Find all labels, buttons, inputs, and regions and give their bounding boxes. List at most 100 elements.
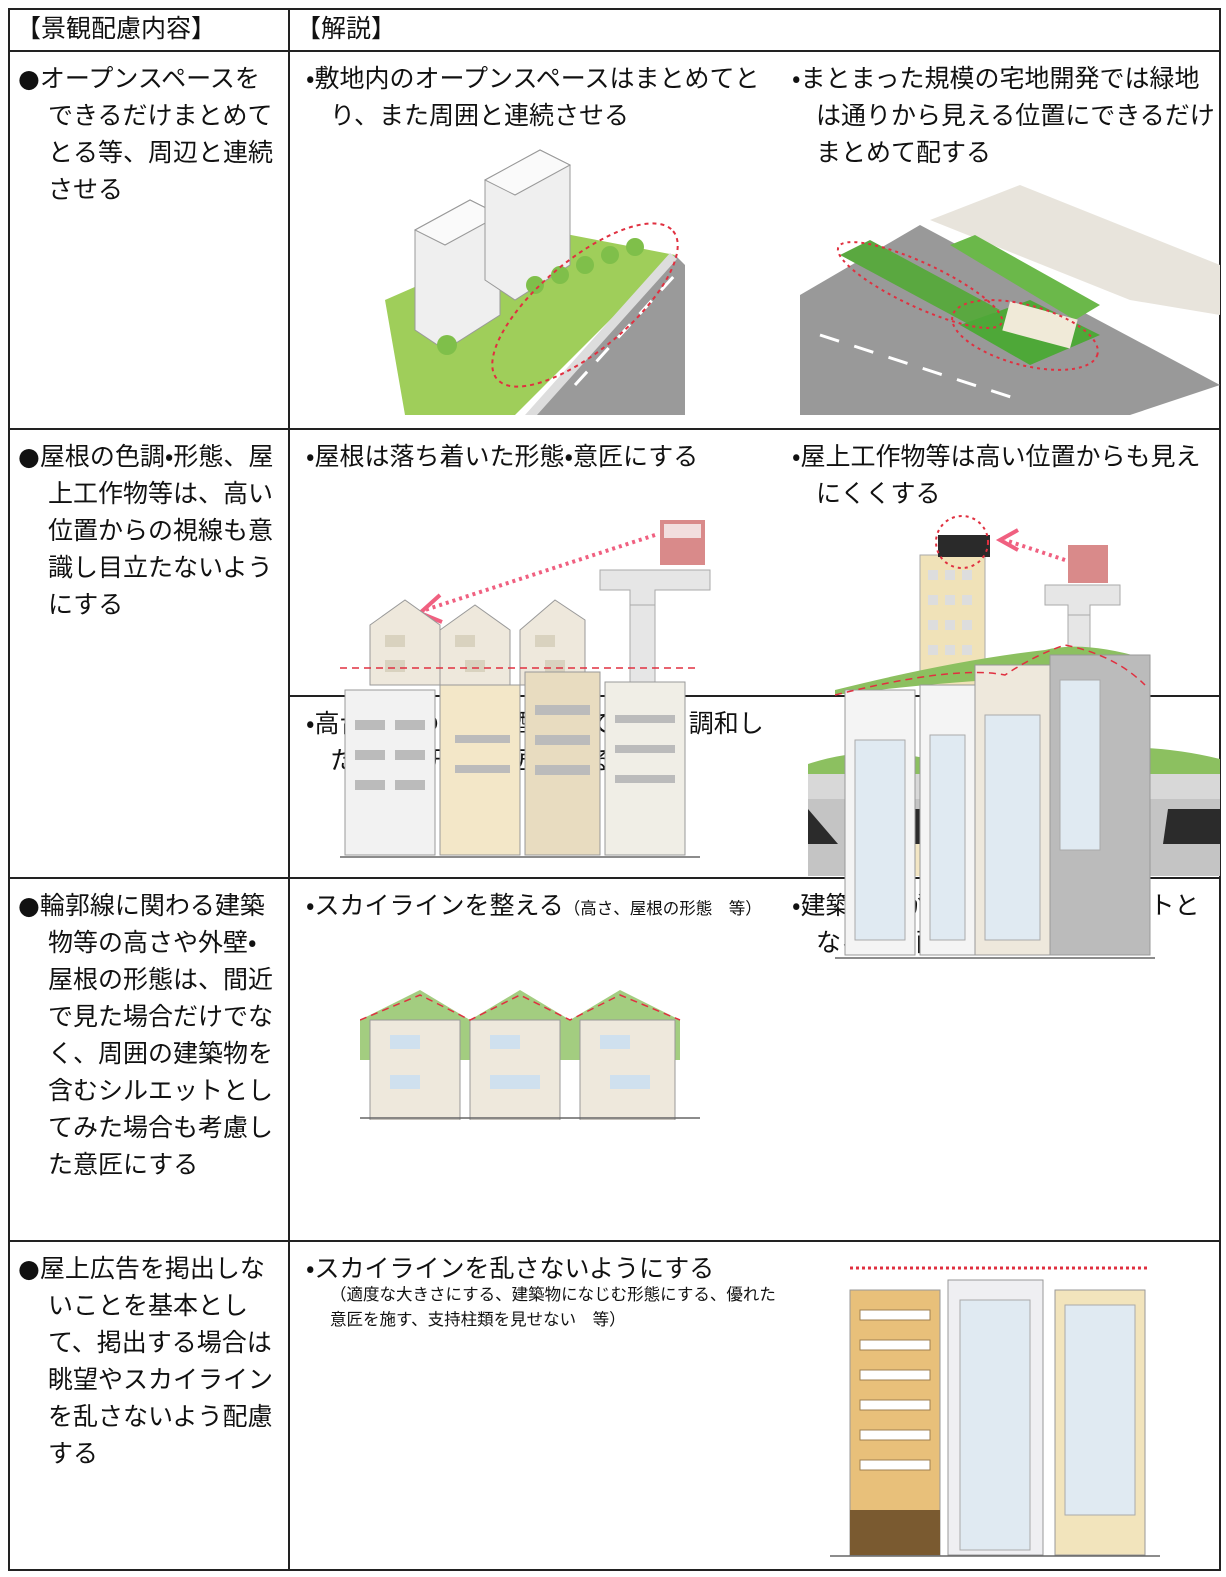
illustration-part <box>626 238 644 256</box>
illustration-part <box>1002 301 1078 349</box>
illustration-part <box>455 635 475 647</box>
row-divider <box>8 1240 1221 1242</box>
illustration-part <box>1044 584 1121 616</box>
illustration-part <box>344 671 686 856</box>
illustration-part <box>390 1035 650 1089</box>
illustration-part <box>535 735 590 745</box>
row-divider <box>8 877 1221 879</box>
illustration-part <box>573 273 677 387</box>
column-divider <box>288 8 290 1570</box>
illustration-part <box>962 595 972 605</box>
row-divider <box>8 428 1221 430</box>
illustration-part <box>959 1299 1136 1551</box>
illustration-part <box>385 635 565 672</box>
illustration-part <box>1059 679 1101 851</box>
illustration-part <box>576 256 594 274</box>
illustration-part <box>483 149 572 196</box>
illustration-part <box>490 1075 540 1089</box>
illustration-part <box>859 1309 931 1321</box>
illustration-part <box>962 620 972 630</box>
illustration-part <box>930 185 1220 315</box>
illustration-part <box>615 745 675 753</box>
row-divider <box>8 50 1221 52</box>
illustration-part <box>928 570 938 580</box>
illustration-part <box>355 720 385 730</box>
illustration-part <box>1163 809 1220 844</box>
illustration-part <box>355 750 385 760</box>
illustration-part <box>840 240 1000 325</box>
illustration-part <box>951 299 1099 371</box>
illustration <box>340 667 700 858</box>
illustration-part <box>929 734 966 941</box>
note: ・スカイラインを整える（高さ、屋根の形態 等） <box>306 887 776 924</box>
illustration <box>369 520 711 690</box>
illustration-part <box>935 515 989 569</box>
illustration-part <box>1064 1304 1136 1516</box>
illustration-part <box>355 705 675 790</box>
illustration-part <box>615 775 675 783</box>
illustration-part <box>465 660 485 672</box>
table-border <box>8 1569 1221 1571</box>
illustration-part <box>938 535 990 557</box>
note: ・屋根は落ち着いた形態・意匠にする <box>306 442 699 471</box>
table-border <box>8 8 1221 10</box>
illustration-part <box>395 720 425 730</box>
illustration <box>800 185 1220 415</box>
item: ●屋上広告を掲出しないことを基本として、掲出する場合は眺望やスカイラインを乱さな… <box>18 1254 274 1468</box>
illustration-part <box>945 570 955 580</box>
illustration-part <box>808 809 838 844</box>
illustration-part <box>945 645 955 655</box>
illustration-part <box>984 714 1041 941</box>
illustration-part <box>859 1429 931 1441</box>
illustration-part <box>525 253 677 415</box>
illustration-part <box>424 533 656 612</box>
illustration-part <box>437 238 644 355</box>
table-border <box>8 8 10 1570</box>
illustration-part <box>395 750 425 760</box>
illustration-part <box>385 660 405 672</box>
illustration-part <box>854 739 906 941</box>
illustration-part <box>599 569 711 606</box>
illustration <box>360 990 700 1120</box>
illustration-part <box>950 235 1100 320</box>
note-sub: （適度な大きさにする、建築物になじむ形態にする、優れた意匠を施す、支持柱類を見せ… <box>330 1285 776 1329</box>
illustration <box>385 149 685 415</box>
illustration-part <box>850 1510 940 1555</box>
illustration-part <box>664 524 701 538</box>
header-cell: 【解説】 <box>296 14 397 43</box>
illustration-part <box>344 689 436 856</box>
illustration-part <box>360 994 681 1021</box>
illustration-part <box>390 1075 420 1089</box>
illustration-part <box>835 644 1146 696</box>
illustration-part <box>535 705 590 715</box>
illustration-part <box>551 266 569 284</box>
illustration-part <box>959 1299 1031 1551</box>
illustration-part <box>836 241 1004 329</box>
illustration-part <box>945 620 955 630</box>
illustration-part <box>945 595 955 605</box>
illustration-part <box>962 645 972 655</box>
note: ・まとまった規模の宅地開発では緑地は通りから見える位置にできるだけまとめて配する <box>792 64 1215 167</box>
illustration-part <box>859 1309 931 1471</box>
illustration-part <box>455 735 510 743</box>
item: ●屋根の色調・形態、屋上工作物等は、高い位置からの視線も意識し目立たないようにす… <box>18 442 274 619</box>
illustration-part <box>962 570 972 580</box>
illustration-part <box>928 645 938 655</box>
item: ●オープンスペースをできるだけまとめてとる等、周辺と連続させる <box>18 64 274 204</box>
illustration-part <box>385 635 405 647</box>
note-sub: （高さ、屋根の形態 等） <box>563 899 762 918</box>
illustration-part <box>490 1035 520 1049</box>
note: ・屋上工作物等は高い位置からも見えにくくする <box>792 442 1201 508</box>
illustration-part <box>1068 545 1108 583</box>
illustration-part <box>437 335 457 355</box>
illustration-part <box>610 1075 650 1089</box>
illustration <box>835 644 1155 959</box>
illustration-part <box>524 671 601 856</box>
illustration-part <box>390 1035 420 1049</box>
header-cell: 【景観配慮内容】 <box>16 14 217 43</box>
illustration-part <box>601 246 619 264</box>
illustration-part <box>859 1459 931 1471</box>
illustration-part <box>535 635 555 647</box>
